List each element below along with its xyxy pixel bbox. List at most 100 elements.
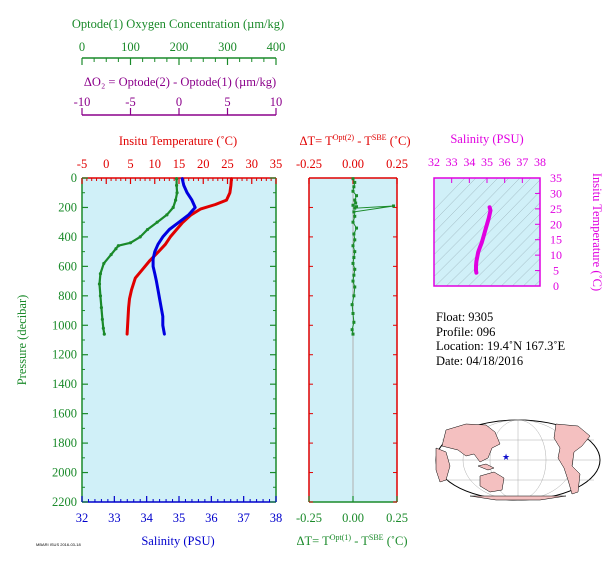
temperature-tick-label: 30	[246, 157, 259, 171]
dt-point	[351, 261, 355, 265]
pressure-tick-label: 1000	[52, 318, 77, 332]
density-contour	[534, 280, 540, 286]
density-contour	[434, 178, 488, 233]
oxygen-axis: Optode(1) Oxygen Concentration (µm/kg) 0…	[72, 17, 286, 65]
pressure-tick-label: 2000	[52, 466, 77, 480]
ts-temperature-tick-label: 25	[550, 202, 562, 216]
delta-o2-axis-title: ΔO₂ = Optode(2) - Optode(1) (µm/kg)	[84, 75, 276, 89]
ts-temperature-tick-label: 0	[553, 279, 559, 293]
ts-salinity-tick-label: 37	[516, 155, 528, 169]
temperature-tick-label: 25	[221, 157, 234, 171]
salinity-tick-label: 38	[270, 511, 283, 525]
temperature-tick-label: 35	[270, 157, 283, 171]
oxygen-tick-label: 400	[267, 40, 286, 54]
delta-o2-tick-label: -10	[74, 95, 91, 109]
oxygen-point	[171, 205, 175, 210]
ts-temperature-tick-label: 5	[553, 264, 559, 278]
map-land-australia	[479, 471, 505, 493]
dt-top-axis-title: ΔT= TOpt(2) - TSBE (˚C)	[299, 133, 410, 148]
dt-point	[355, 205, 359, 209]
dt-point	[353, 250, 357, 254]
dt-top-tick-label: 0.00	[342, 157, 364, 171]
ts-temperature-tick-label: 15	[550, 233, 562, 247]
temperature-tick-label: 15	[173, 157, 186, 171]
density-contour	[501, 247, 540, 286]
map-land-americas	[553, 423, 591, 495]
map-land-antarctica	[469, 495, 567, 501]
ts-salinity-tick-label: 33	[446, 155, 458, 169]
density-contour	[479, 224, 540, 286]
dt-point	[351, 244, 355, 248]
dt-point	[353, 180, 357, 184]
oxygen-point	[128, 241, 133, 245]
oxygen-point	[174, 198, 178, 202]
dt-point	[352, 232, 356, 236]
pressure-tick-label: 0	[71, 171, 77, 185]
ts-curve	[474, 205, 493, 275]
dt-point	[351, 311, 355, 315]
oxygen-point	[116, 244, 120, 248]
dt-point	[351, 332, 355, 336]
pressure-tick-label: 600	[58, 259, 77, 273]
pressure-axis-title: Pressure (decibar)	[15, 295, 29, 386]
temperature-tick-label: -5	[77, 157, 87, 171]
dt-point	[351, 189, 355, 193]
ts-salinity-tick-label: 35	[481, 155, 493, 169]
dt-point	[353, 238, 357, 242]
dt-point	[353, 198, 357, 202]
salinity-axis-title: Salinity (PSU)	[141, 534, 214, 548]
oxygen-point	[174, 177, 179, 181]
ts-panel	[434, 178, 540, 286]
dt-bottom-tick-label: 0.25	[386, 511, 408, 525]
pressure-tick-label: 1400	[52, 377, 77, 391]
dt-point	[352, 320, 356, 324]
oxygen-point	[100, 317, 104, 321]
oxygen-point	[98, 272, 103, 276]
dt-point	[354, 201, 358, 205]
dt-top-tick-label: 0.25	[386, 157, 408, 171]
pressure-tick-label: 800	[58, 289, 77, 303]
map-marker: ★	[502, 453, 510, 463]
oxygen-point	[102, 332, 106, 336]
oxygen-point	[174, 183, 179, 187]
density-contour	[434, 178, 521, 266]
density-contour	[434, 178, 466, 211]
oxygen-point	[102, 261, 106, 266]
density-contour	[434, 178, 510, 255]
oxygen-point	[97, 282, 102, 286]
dt-point	[355, 226, 359, 230]
oxygen-point	[138, 235, 142, 239]
location: Location: 19.4˚N 167.3˚E	[436, 339, 566, 353]
dt-point	[352, 185, 356, 189]
ts-temperature-axis-title: Insitu Temperature (˚C)	[590, 173, 604, 291]
salinity-tick-label: 35	[173, 511, 186, 525]
salinity-profile-line	[151, 177, 197, 336]
salinity-tick-label: 37	[237, 511, 250, 525]
density-contour	[457, 202, 540, 286]
ts-salinity-axis-title: Salinity (PSU)	[450, 132, 523, 146]
dt-point	[352, 256, 356, 260]
ts-salinity-tick-label: 36	[499, 155, 511, 169]
salinity-tick-label: 33	[108, 511, 121, 525]
oxygen-point	[114, 247, 118, 251]
dt-point	[355, 194, 359, 198]
temperature-tick-label: 10	[149, 157, 162, 171]
dt-point	[353, 285, 357, 289]
delta-o2-tick-label: -5	[125, 95, 135, 109]
dt-point	[352, 294, 356, 298]
density-contour	[446, 191, 540, 286]
density-contour	[468, 213, 540, 286]
oxygen-point	[155, 220, 159, 224]
density-contour	[512, 258, 540, 286]
oxygen-tick-label: 100	[121, 40, 140, 54]
pressure-tick-label: 1600	[52, 407, 77, 421]
density-contour	[557, 158, 616, 296]
dt-point	[353, 214, 357, 218]
salinity-tick-label: 32	[76, 511, 89, 525]
temperature-tick-label: 5	[127, 157, 133, 171]
dt-point	[351, 220, 355, 224]
oxygen-point	[145, 227, 150, 232]
temperature-tick-label: 0	[103, 157, 109, 171]
dt-point	[351, 279, 355, 283]
